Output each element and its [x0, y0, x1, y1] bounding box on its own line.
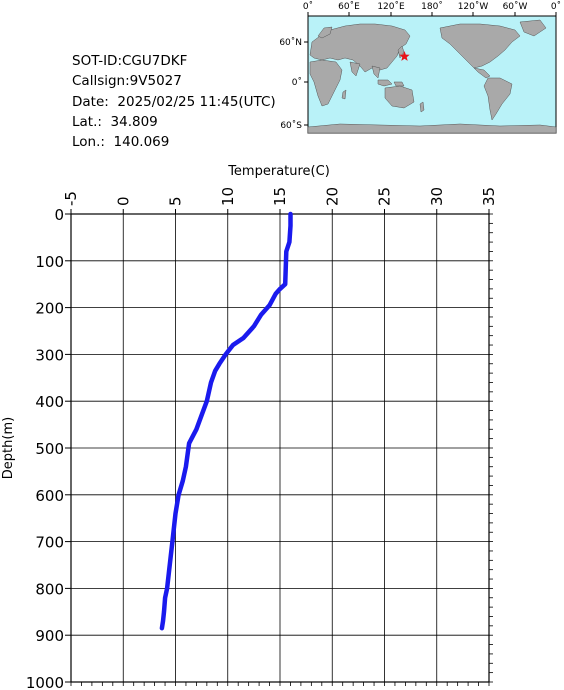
date-text: Date: 2025/02/25 11:45(UTC)	[72, 93, 276, 110]
map-lon-label: 0˚	[551, 1, 561, 12]
world-map: 0˚ 60˚E 120˚E 180˚ 120˚W 60˚W 0˚ 60˚N 0˚ 60˚S	[279, 1, 561, 134]
map-landmasses	[307, 19, 557, 134]
longitude-text: Lon.: 140.069	[72, 134, 170, 151]
x-tick-label: -5	[62, 191, 80, 206]
x-tick-label: 30	[428, 187, 446, 206]
y-tick-label: 1000	[26, 674, 64, 690]
x-tick-label: 35	[480, 187, 498, 206]
x-axis-label: Temperature(C)	[227, 164, 330, 179]
x-tick-label: 15	[271, 187, 289, 206]
map-lat-label: 60˚N	[279, 37, 302, 48]
y-tick-label: 600	[35, 487, 64, 505]
map-lon-label: 120˚E	[377, 1, 405, 12]
y-tick-label: 200	[35, 300, 64, 318]
map-lon-label: 60˚E	[338, 1, 360, 12]
callsign-text: Callsign:9V5027	[72, 73, 182, 90]
y-tick-label: 300	[35, 346, 64, 364]
map-lat-label: 60˚S	[280, 120, 302, 131]
map-lon-label: 120˚W	[458, 1, 489, 12]
temperature-profile-line	[159, 211, 293, 631]
x-tick-label: 25	[376, 187, 394, 206]
sot-id-text: SOT-ID:CGU7DKF	[72, 53, 188, 69]
y-tick-label: 0	[54, 206, 64, 224]
metadata-block: SOT-ID:CGU7DKF Callsign:9V5027 Date: 202…	[72, 51, 276, 152]
x-tick-label: 20	[323, 187, 341, 206]
map-lat-ticks	[304, 41, 308, 126]
y-axis-label: Depth(m)	[1, 417, 16, 479]
y-tick-label: 500	[35, 440, 64, 458]
x-tick-label: 0	[114, 196, 132, 206]
map-lon-ticks	[307, 12, 557, 16]
map-lat-label: 0˚	[292, 77, 302, 88]
location-star-marker	[399, 51, 410, 61]
y-tick-label: 700	[35, 534, 64, 552]
map-lon-label: 180˚	[421, 1, 443, 12]
y-tick-label: 400	[35, 393, 64, 411]
y-tick-label: 800	[35, 580, 64, 598]
map-lon-label: 60˚W	[503, 1, 528, 12]
x-tick-label: 5	[167, 196, 185, 206]
y-tick-label: 100	[35, 253, 64, 271]
map-lon-label: 0˚	[303, 1, 313, 12]
latitude-text: Lat.: 34.809	[72, 113, 158, 130]
y-tick-label: 900	[35, 627, 64, 645]
x-tick-label: 10	[219, 187, 237, 206]
